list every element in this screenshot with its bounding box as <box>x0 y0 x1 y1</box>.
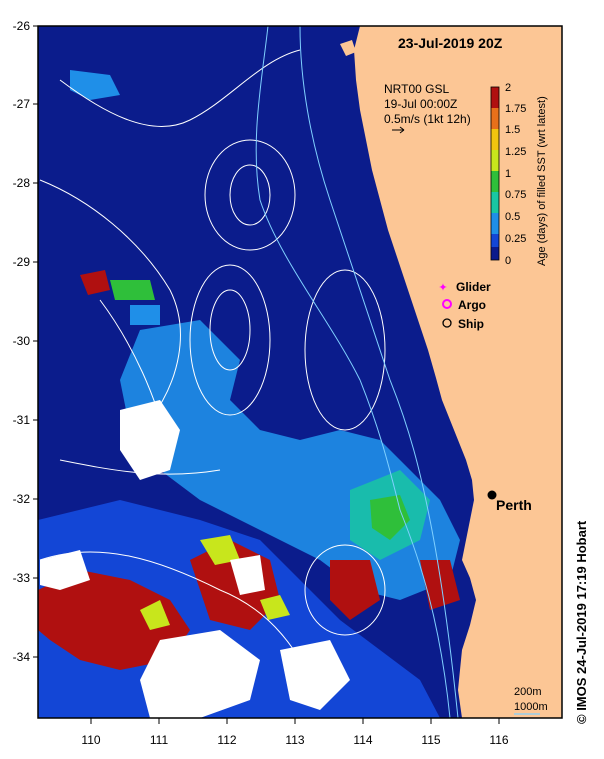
lat-tick-label: -34 <box>13 650 31 664</box>
city-label: Perth <box>496 497 532 513</box>
lat-tick-label: -30 <box>13 334 31 348</box>
ssh-contours <box>39 49 386 701</box>
current-legend-line1: NRT00 GSL <box>384 82 449 96</box>
current-legend-line2: 19-Jul 00:00Z <box>384 97 457 111</box>
colorbar-tick: 0 <box>505 255 511 267</box>
lat-tick-label: -27 <box>13 97 31 111</box>
glider-label: Glider <box>456 280 491 294</box>
colorbar-label: Age (days) of filled SST (wrt latest) <box>536 96 548 266</box>
lon-tick-label: 112 <box>217 733 236 747</box>
lon-tick-label: 114 <box>353 733 372 747</box>
land-australia <box>354 26 562 718</box>
city-dot-icon <box>487 490 497 500</box>
lon-tick-label: 113 <box>285 733 304 747</box>
ship-label: Ship <box>458 317 484 331</box>
credit-text: © IMOS 24-Jul-2019 17:19 Hobart <box>574 520 589 724</box>
map-title: 23-Jul-2019 20Z <box>398 35 503 51</box>
marker-legend: ✦ Glider Argo Ship <box>438 280 491 331</box>
ship-icon <box>442 318 452 328</box>
lat-tick-label: -31 <box>13 413 31 427</box>
glider-icon: ✦ <box>438 282 447 294</box>
colorbar-tick: 1.25 <box>505 146 526 158</box>
depth-legend-200: 200m <box>514 686 542 698</box>
colorbar-tick: 1.5 <box>505 124 520 136</box>
colorbar-tick: 2 <box>505 82 511 94</box>
lon-tick-label: 110 <box>81 733 100 747</box>
lon-tick-label: 111 <box>150 733 169 747</box>
colorbar-tick: 0.75 <box>505 189 526 201</box>
map-frame <box>37 25 563 719</box>
argo-label: Argo <box>458 298 486 312</box>
lat-tick-label: -33 <box>13 571 31 585</box>
isobaths <box>255 26 459 718</box>
lat-tick-label: -29 <box>13 255 31 269</box>
colorbar: 2 1.75 1.5 1.25 1 0.75 0.5 0.25 0 Age (d… <box>490 82 548 267</box>
colorbar-tick: 1.75 <box>505 103 526 115</box>
lat-tick-label: -28 <box>13 176 31 190</box>
colorbar-tick: 0.25 <box>505 233 526 245</box>
argo-icon <box>442 299 452 309</box>
colorbar-tick: 1 <box>505 168 511 180</box>
sst-patches <box>38 70 460 718</box>
lat-axis: -26 -27 -28 -29 -30 -31 -32 -33 -34 <box>13 19 38 664</box>
depth-legend-1000: 1000m <box>514 701 548 713</box>
lon-tick-label: 115 <box>421 733 440 747</box>
depth-legend: 200m 1000m <box>514 686 548 715</box>
lat-tick-label: -26 <box>13 19 31 33</box>
island <box>362 30 378 48</box>
island <box>340 40 356 56</box>
current-legend: NRT00 GSL 19-Jul 00:00Z 0.5m/s (1kt 12h) <box>384 82 471 134</box>
lat-tick-label: -32 <box>13 492 31 506</box>
lon-axis: 110 111 112 113 114 115 116 <box>81 718 509 747</box>
colorbar-tick: 0.5 <box>505 211 520 223</box>
current-legend-line3: 0.5m/s (1kt 12h) <box>384 112 471 126</box>
perth-marker: Perth <box>487 490 532 513</box>
lon-tick-label: 116 <box>489 733 508 747</box>
